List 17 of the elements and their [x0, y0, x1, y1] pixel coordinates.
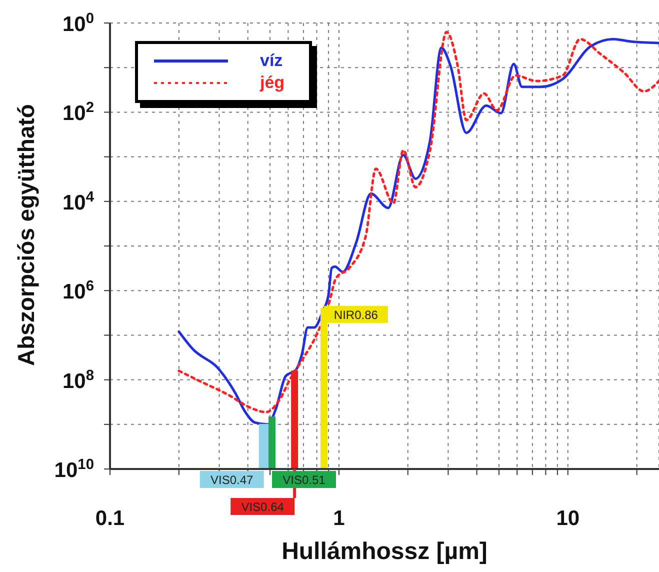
- legend-label: jég: [260, 73, 285, 93]
- y-tick-label: 10$^{8}$: [62, 368, 94, 393]
- y-tick-label: 10$^{6}$: [62, 278, 94, 304]
- legend-label: víz: [260, 51, 283, 71]
- y-axis-title: Abszorpciós együttható: [13, 104, 40, 366]
- y-tick-label: 10$^{2}$: [62, 100, 94, 126]
- y-tick-label: 10$^{4}$: [62, 189, 95, 214]
- y-tick-label: 10$^{10}$: [54, 457, 94, 482]
- ref-line-label: VIS0.51: [282, 473, 326, 487]
- ref-line-label: VIS0.47: [210, 473, 254, 487]
- x-tick-label: 10: [556, 507, 580, 530]
- ref-line-label: VIS0.64: [241, 500, 284, 514]
- x-axis-title: Hullámhossz [µm]: [282, 538, 488, 565]
- ref-line-label: NIR0.86: [334, 308, 378, 322]
- x-tick-label: 1: [333, 507, 346, 530]
- x-tick-label: 0.1: [95, 507, 125, 530]
- y-tick-label: 10$^{0}$: [62, 11, 94, 36]
